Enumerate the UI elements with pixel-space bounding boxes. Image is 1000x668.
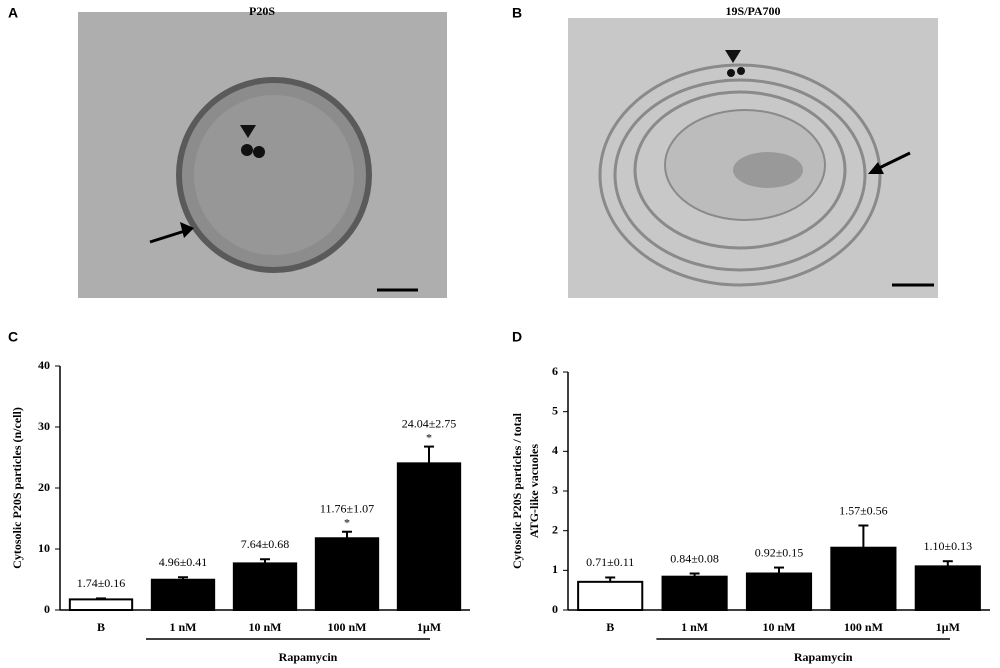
panel-title: 19S/PA700 [725,4,780,18]
panel-label: C [8,329,18,345]
value-label: 11.76±1.07 [320,501,374,515]
x-tick-label: 10 nM [763,620,796,634]
value-label: 24.04±2.75 [402,416,457,430]
micrograph-a [78,12,447,298]
y-tick-label: 30 [38,419,50,433]
bar [914,565,981,611]
value-label: 0.92±0.15 [755,545,804,559]
bar [830,546,897,611]
bar [745,572,813,611]
value-label: 0.84±0.08 [670,551,719,565]
x-tick-label: 100 nM [844,620,883,634]
panel-label: B [512,5,522,21]
x-tick-label: 1µM [417,620,441,634]
value-label: 4.96±0.41 [159,555,208,569]
value-label: 1.57±0.56 [839,503,888,517]
significance: * [426,430,432,444]
y-tick-label: 0 [44,602,50,616]
y-tick-label: 3 [552,483,558,497]
bar [314,537,380,611]
y-axis-label: Cytosolic P20S particles / total [510,412,524,569]
value-label: 1.10±0.13 [924,539,973,553]
bar [396,462,462,611]
bar [661,575,728,611]
x-tick-label: 1 nM [170,620,197,634]
significance: * [344,515,350,529]
x-tick-label: B [606,620,614,634]
panel-title: P20S [249,4,275,18]
y-tick-label: 4 [552,443,558,457]
y-tick-label: 5 [552,403,558,417]
x-tick-label: 1µM [936,620,960,634]
group-label: Rapamycin [279,650,338,664]
x-tick-label: 100 nM [328,620,367,634]
x-tick-label: 10 nM [249,620,282,634]
y-tick-label: 10 [38,541,50,555]
bar [150,578,216,612]
y-tick-label: 20 [38,480,50,494]
group-label: Rapamycin [794,650,853,664]
value-label: 7.64±0.68 [241,537,290,551]
micrograph-b [568,18,938,298]
x-tick-label: B [97,620,105,634]
y-tick-label: 1 [552,562,558,576]
value-label: 1.74±0.16 [77,576,126,590]
y-tick-label: 2 [552,522,558,536]
bar [577,580,644,612]
x-tick-label: 1 nM [681,620,708,634]
panel-label: A [8,5,18,21]
y-tick-label: 0 [552,602,558,616]
y-tick-label: 6 [552,364,558,378]
y-axis-label: Cytosolic P20S particles (n/cell) [10,407,24,569]
bar [232,562,298,611]
y-axis-label: ATG-like vacuoles [527,444,541,538]
panel-label: D [512,329,522,345]
y-tick-label: 40 [38,358,50,372]
value-label: 0.71±0.11 [586,555,634,569]
bar [68,598,134,611]
